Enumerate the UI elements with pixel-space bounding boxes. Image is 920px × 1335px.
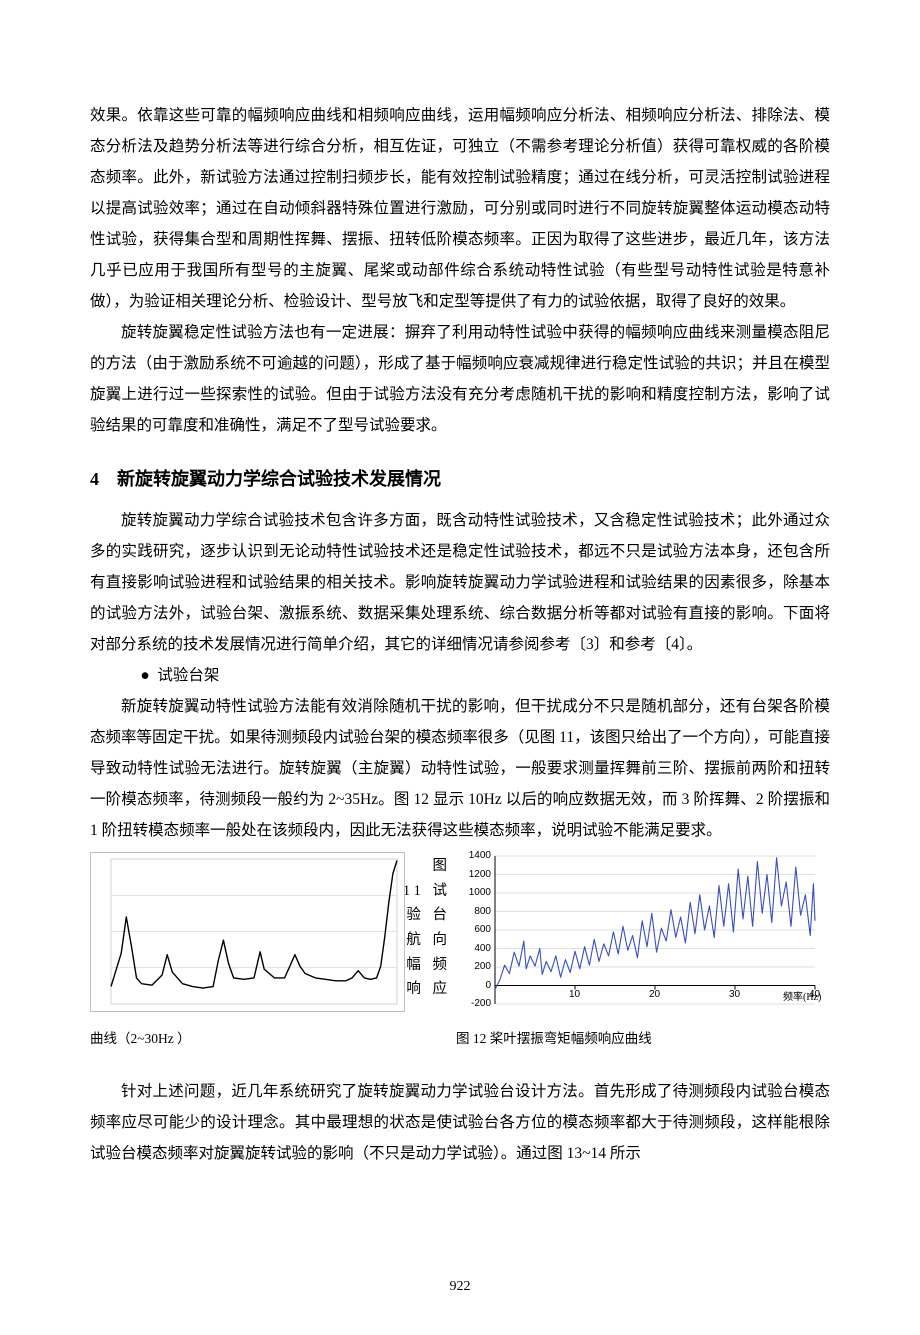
page: 效果。依靠这些可靠的幅频响应曲线和相频响应曲线，运用幅频响应分析法、相频响应分析… bbox=[0, 0, 920, 1335]
figure-12-y-tick: 1400 bbox=[457, 850, 491, 861]
vcaption-line: 11 试 bbox=[403, 879, 451, 904]
bullet-label: 试验台架 bbox=[157, 667, 219, 684]
vcaption-line: 航 向 bbox=[406, 928, 451, 953]
figure-12-caption: 图 12 桨叶摆振弯矩幅频响应曲线 bbox=[456, 1028, 652, 1050]
figure-12-y-tick: 0 bbox=[457, 980, 491, 991]
paragraph-1: 效果。依靠这些可靠的幅频响应曲线和相频响应曲线，运用幅频响应分析法、相频响应分析… bbox=[90, 100, 830, 317]
figure-row: 图 11 试 验 台 航 向 幅 频 响 应 -200 0 200 400 600 800… bbox=[90, 852, 830, 1022]
bullet-icon: ● bbox=[137, 660, 154, 691]
figure-12-chart: -2000200400600800100012001400 10203040 频… bbox=[457, 852, 827, 1022]
figure-11-vertical-caption: 图 11 试 验 台 航 向 幅 频 响 应 bbox=[405, 852, 457, 1022]
figure-12-x-tick: 30 bbox=[729, 989, 740, 1000]
section-heading-4: 4 新旋转旋翼动力学综合试验技术发展情况 bbox=[90, 465, 830, 491]
figure-12-x-tick: 20 bbox=[649, 989, 660, 1000]
figure-12-y-tick: 1000 bbox=[457, 887, 491, 898]
bullet-test-rig: ● 试验台架 bbox=[137, 660, 831, 691]
vcaption-line: 图 bbox=[433, 854, 452, 879]
figure-12-wrap: -2000200400600800100012001400 10203040 频… bbox=[457, 852, 830, 1022]
figure-12-y-tick: -200 bbox=[457, 998, 491, 1009]
figure-12-y-tick: 800 bbox=[457, 906, 491, 917]
paragraph-3: 旋转旋翼动力学综合试验技术包含许多方面，既含动特性试验技术，又含稳定性试验技术；… bbox=[90, 505, 830, 660]
figure-12-y-tick: 200 bbox=[457, 961, 491, 972]
figure-12-y-tick: 400 bbox=[457, 943, 491, 954]
paragraph-4: 新旋转旋翼动特性试验方法能有效消除随机干扰的影响，但干扰成分不只是随机部分，还有… bbox=[90, 691, 830, 846]
paragraph-2: 旋转旋翼稳定性试验方法也有一定进展：摒弃了利用动特性试验中获得的幅频响应曲线来测… bbox=[90, 317, 830, 441]
vcaption-line: 幅 频 bbox=[406, 953, 451, 978]
figure-12-y-tick: 1200 bbox=[457, 869, 491, 880]
figure-11-caption: 曲线（2~30Hz ） bbox=[90, 1028, 430, 1050]
figure-captions: 曲线（2~30Hz ） 图 12 桨叶摆振弯矩幅频响应曲线 bbox=[90, 1028, 830, 1050]
figure-11-chart bbox=[90, 852, 405, 1012]
page-number: 922 bbox=[90, 1279, 830, 1295]
vcaption-line: 验 台 bbox=[406, 903, 451, 928]
paragraph-5: 针对上述问题，近几年系统研究了旋转旋翼动力学试验台设计方法。首先形成了待测频段内… bbox=[90, 1076, 830, 1169]
vcaption-line: 响 应 bbox=[406, 977, 451, 1002]
figure-12-x-axis-label: 频率(Hz) bbox=[783, 988, 821, 1003]
figure-12-x-tick: 10 bbox=[569, 989, 580, 1000]
figure-12-y-tick: 600 bbox=[457, 924, 491, 935]
